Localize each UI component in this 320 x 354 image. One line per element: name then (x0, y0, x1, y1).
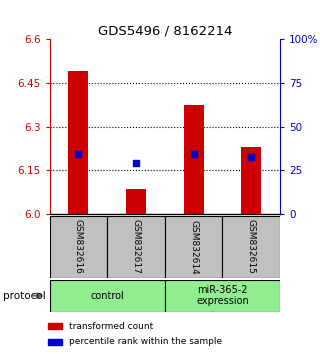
Text: transformed count: transformed count (69, 321, 154, 331)
Text: protocol: protocol (3, 291, 46, 301)
Text: GSM832616: GSM832616 (74, 219, 83, 274)
Bar (48, 323, 62, 329)
Bar (165, 216, 222, 278)
Bar (107, 216, 165, 278)
Bar (68, 71, 88, 214)
Bar (241, 147, 261, 214)
Bar (184, 105, 204, 214)
Text: control: control (90, 291, 124, 301)
Text: GSM832617: GSM832617 (132, 219, 140, 274)
Bar (50, 280, 165, 312)
Text: GSM832615: GSM832615 (247, 219, 256, 274)
Bar (222, 216, 280, 278)
Title: GDS5496 / 8162214: GDS5496 / 8162214 (98, 25, 232, 38)
Text: miR-365-2
expression: miR-365-2 expression (196, 285, 249, 307)
Bar (50, 216, 107, 278)
Bar (48, 339, 62, 345)
Text: percentile rank within the sample: percentile rank within the sample (69, 337, 222, 347)
Bar (165, 280, 280, 312)
Bar (126, 189, 146, 214)
Text: GSM832614: GSM832614 (189, 219, 198, 274)
